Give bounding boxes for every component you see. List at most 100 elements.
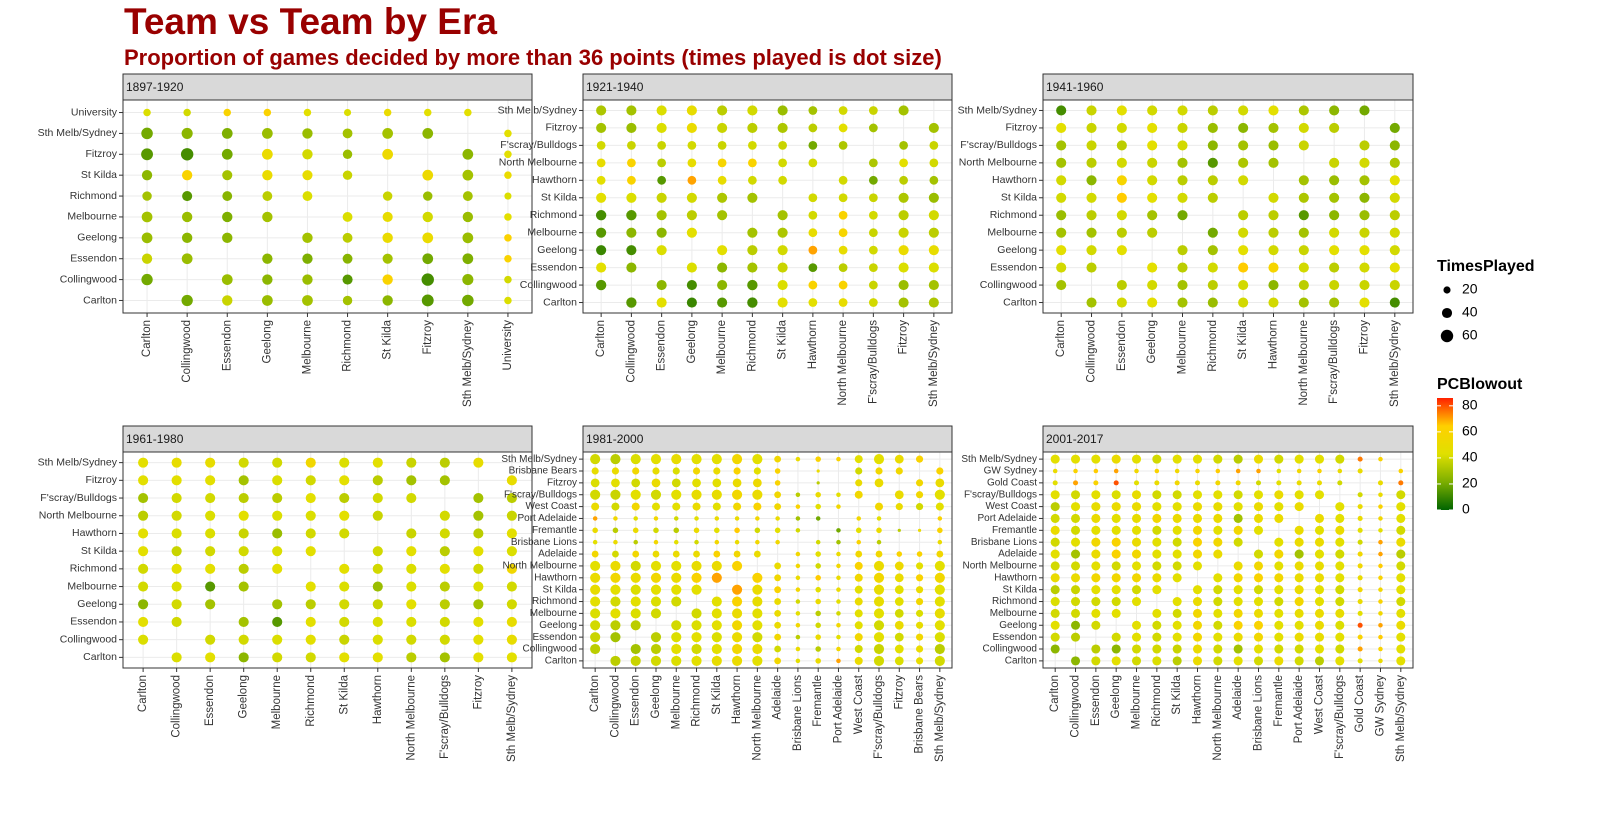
dot — [372, 475, 383, 486]
dot — [626, 105, 637, 116]
dot — [808, 280, 818, 290]
dot — [1314, 585, 1325, 595]
dot — [633, 516, 638, 521]
strip-label: 1961-1980 — [126, 432, 184, 446]
dot — [1396, 597, 1406, 607]
dot — [1233, 502, 1243, 512]
dot — [934, 643, 945, 655]
dot — [372, 652, 383, 663]
dot — [774, 527, 781, 534]
dot — [171, 457, 182, 468]
dot — [342, 149, 353, 160]
dot — [1172, 525, 1182, 535]
dot — [656, 227, 667, 238]
dot — [238, 457, 249, 468]
dot — [272, 599, 283, 610]
dot — [1255, 480, 1262, 486]
dot — [1238, 105, 1249, 116]
dot — [1131, 537, 1142, 547]
dot — [1268, 297, 1279, 308]
dot — [1253, 585, 1264, 595]
dot — [1177, 157, 1188, 168]
dot — [439, 528, 450, 539]
x-tick-label: Carlton — [137, 675, 149, 712]
y-tick-label: Carlton — [543, 296, 577, 308]
dot — [928, 245, 939, 256]
dot — [610, 489, 621, 500]
dot — [1056, 122, 1067, 133]
dot — [778, 158, 788, 168]
dot — [1335, 513, 1345, 523]
dot — [774, 621, 782, 629]
dot — [1357, 622, 1363, 628]
dot — [1086, 175, 1097, 186]
dot — [1111, 656, 1121, 666]
x-tick-label: Melbourne — [1131, 675, 1143, 729]
dot — [1329, 262, 1340, 273]
x-tick-label: Collingwood — [171, 675, 183, 738]
x-tick-label: F'scray/Bulldogs — [867, 320, 879, 404]
dot — [272, 652, 283, 663]
dot — [439, 563, 450, 574]
dot — [1177, 140, 1188, 151]
y-tick-label: Richmond — [990, 209, 1037, 221]
dot — [876, 527, 882, 534]
y-tick-label: Sth Melb/Sydney — [38, 127, 118, 139]
dot — [1238, 297, 1249, 308]
dot — [439, 634, 450, 645]
dot — [1116, 175, 1127, 186]
x-tick-label: Carlton — [589, 675, 601, 712]
dot — [873, 643, 885, 655]
dot — [1357, 587, 1363, 593]
dot — [1192, 620, 1203, 630]
dot — [406, 475, 417, 486]
dot — [1233, 632, 1243, 642]
dot — [1071, 608, 1081, 618]
dot — [630, 655, 641, 666]
dot — [305, 652, 316, 663]
dot — [838, 298, 848, 307]
x-tick-label: Collingwood — [625, 320, 637, 383]
dot — [171, 599, 182, 610]
dot — [691, 643, 702, 655]
dot — [1294, 585, 1304, 595]
strip — [582, 425, 953, 453]
dot — [1337, 480, 1343, 486]
dot — [692, 467, 701, 475]
dot — [422, 128, 434, 139]
dot — [1357, 658, 1363, 664]
dot — [693, 527, 700, 534]
dot — [692, 478, 701, 488]
dot — [1192, 585, 1203, 595]
dot — [590, 596, 601, 607]
dot — [1389, 210, 1400, 221]
dot — [238, 652, 249, 663]
x-tick-label: Fremantle — [1273, 675, 1285, 727]
dot — [1116, 122, 1127, 133]
dot — [752, 572, 763, 583]
dot — [1253, 513, 1264, 523]
dot — [1086, 210, 1097, 221]
dot — [1131, 549, 1142, 559]
dot — [1071, 537, 1081, 547]
dot — [1238, 210, 1249, 221]
dot — [671, 655, 682, 666]
dot — [934, 489, 945, 500]
x-tick-label: Sth Melb/Sydney — [928, 320, 940, 407]
dot — [1091, 620, 1101, 630]
y-tick-label: F'scray/Bulldogs — [40, 492, 117, 504]
y-tick-label: Adelaide — [538, 549, 577, 560]
dot — [1357, 646, 1363, 652]
dot — [774, 645, 782, 653]
dot — [1147, 297, 1158, 308]
dot — [854, 585, 863, 594]
y-tick-label: Melbourne — [527, 226, 577, 238]
dot — [406, 546, 417, 557]
dot — [1314, 573, 1325, 583]
dot — [1116, 280, 1127, 291]
dot — [711, 643, 722, 655]
dot — [272, 492, 283, 504]
x-tick-label: F'scray/Bulldogs — [1334, 675, 1346, 759]
dot — [1233, 537, 1243, 547]
dot — [506, 546, 517, 557]
